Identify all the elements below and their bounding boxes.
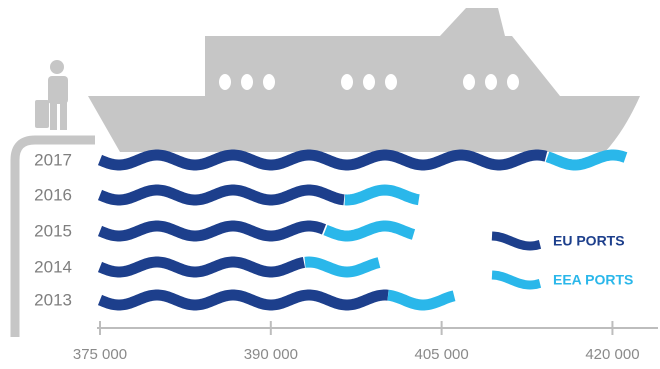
ship: [88, 8, 640, 152]
wave-bar: [545, 149, 628, 171]
pier: [10, 135, 95, 337]
legend-swatch: [491, 231, 542, 251]
legend-swatch: [491, 270, 542, 290]
y-tick-label: 2014: [34, 257, 72, 276]
legend-label: EU PORTS: [553, 233, 625, 249]
wave-bar: [304, 256, 381, 278]
y-tick-label: 2016: [34, 185, 72, 204]
wave-bar: [97, 184, 345, 206]
wave-bar: [97, 256, 306, 278]
passenger-icon: [35, 60, 68, 130]
x-tick-label: 420 000: [585, 346, 639, 363]
y-tick-label: 2015: [34, 221, 72, 240]
y-tick-label: 2013: [34, 290, 72, 309]
y-tick-label: 2017: [34, 150, 72, 169]
x-tick-label: 375 000: [73, 346, 127, 363]
legend-label: EEA PORTS: [553, 272, 633, 288]
wave-bar: [387, 289, 456, 311]
wave-bar: [97, 289, 389, 311]
wave-bar: [97, 220, 327, 242]
x-tick-label: 390 000: [244, 346, 298, 363]
wave-bar: [97, 149, 548, 171]
wave-bar: [323, 220, 416, 242]
x-tick-label: 405 000: [415, 346, 469, 363]
wave-bar: [344, 184, 420, 206]
